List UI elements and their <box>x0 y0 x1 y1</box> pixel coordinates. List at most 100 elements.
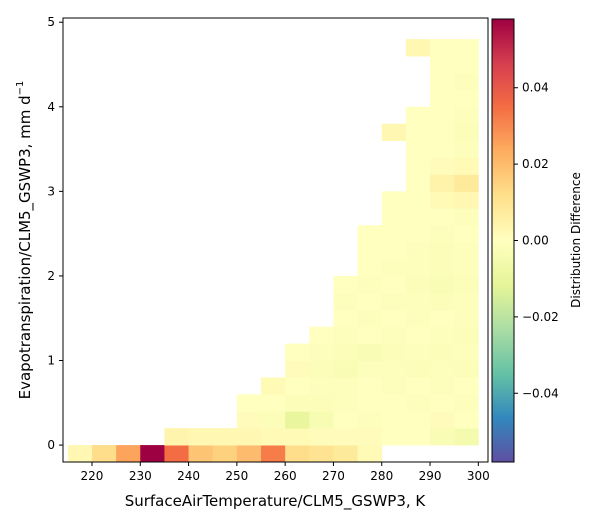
heatmap-cell <box>381 326 407 344</box>
heatmap-cell <box>309 343 334 361</box>
heatmap-cell <box>333 445 358 463</box>
heatmap-cell <box>188 428 214 446</box>
heatmap-cell <box>381 242 407 260</box>
heatmap-cell <box>430 326 455 344</box>
heatmap-cell <box>357 343 383 361</box>
y-tick-label: 1 <box>47 354 55 368</box>
heatmap-cell <box>309 394 334 412</box>
heatmap-cell <box>454 411 479 429</box>
heatmap-cell <box>430 140 455 158</box>
x-axis-label: SurfaceAirTemperature/CLM5_GSWP3, K <box>125 492 427 511</box>
heatmap-cell <box>430 39 455 57</box>
x-tick-label: 290 <box>419 469 442 483</box>
heatmap-cell <box>454 89 479 108</box>
heatmap-cell <box>381 360 407 378</box>
colorbar-tick-label: 0.00 <box>522 234 549 248</box>
y-tick-label: 4 <box>47 100 55 114</box>
heatmap-cell <box>91 445 117 463</box>
heatmap-cell <box>381 343 407 361</box>
heatmap-cell <box>236 411 262 429</box>
y-tick-label: 2 <box>47 269 55 283</box>
heatmap-cell <box>430 377 455 395</box>
heatmap-cell <box>454 191 479 209</box>
heatmap-cell <box>309 326 334 344</box>
x-tick-label: 270 <box>322 469 345 483</box>
heatmap-cell <box>405 191 431 209</box>
heatmap-cell <box>405 377 431 395</box>
heatmap-cell <box>285 377 310 395</box>
heatmap-cell <box>309 411 334 429</box>
heatmap-cell <box>333 275 358 294</box>
heatmap-cell <box>261 394 286 412</box>
heatmap-cell <box>405 157 431 175</box>
heatmap-cell <box>454 39 479 57</box>
heatmap-cell <box>454 259 479 277</box>
heatmap-cell <box>381 191 407 209</box>
heatmap-cell <box>333 343 358 361</box>
heatmap-cell <box>261 377 286 395</box>
heatmap-cell <box>430 242 455 260</box>
heatmap-cell <box>430 343 455 361</box>
heatmap-cell <box>454 326 479 344</box>
heatmap-cell <box>454 174 479 192</box>
heatmap-cell <box>357 292 383 311</box>
heatmap-cell <box>333 377 358 395</box>
x-tick-label: 300 <box>467 469 490 483</box>
heatmap-cell <box>333 411 358 429</box>
heatmap-cell <box>381 208 407 226</box>
heatmap-cell <box>357 411 383 429</box>
heatmap-cell <box>236 445 262 463</box>
heatmap-cell <box>381 259 407 277</box>
heatmap-cell <box>405 309 431 328</box>
heatmap-cell <box>333 309 358 328</box>
heatmap-cell <box>285 360 310 378</box>
heatmap-cell <box>236 428 262 446</box>
heatmap-cell <box>381 292 407 311</box>
heatmap-cell <box>454 106 479 125</box>
heatmap-cell <box>285 428 310 446</box>
heatmap-cell <box>430 157 455 175</box>
heatmap-cell <box>140 445 165 463</box>
colorbar-ticks: −0.04 −0.02 0.00 0.02 0.04 <box>514 81 559 400</box>
heatmap-cell <box>261 445 286 463</box>
x-tick-label: 250 <box>225 469 248 483</box>
heatmap-cell <box>430 411 455 429</box>
heatmap-cell <box>430 394 455 412</box>
heatmap-cell <box>454 56 479 74</box>
heatmap-cell <box>454 275 479 294</box>
heatmap-cell <box>357 428 383 446</box>
heatmap-cell <box>405 39 431 57</box>
colorbar-tick-label: 0.02 <box>522 157 549 171</box>
heatmap-cell <box>309 428 334 446</box>
heatmap-cell <box>454 360 479 378</box>
heatmap-cell <box>454 343 479 361</box>
heatmap-cell <box>430 428 455 446</box>
heatmap-cell <box>430 174 455 192</box>
plot-area-frame <box>62 17 489 463</box>
heatmap-cell <box>236 394 262 412</box>
heatmap-cell <box>430 106 455 125</box>
heatmap-cell <box>357 360 383 378</box>
heatmap-cell <box>454 208 479 226</box>
heatmap-cell <box>357 259 383 277</box>
heatmap-cell <box>405 360 431 378</box>
y-axis-ticks: 0 1 2 3 4 5 <box>47 15 63 452</box>
heatmap-cell <box>430 72 455 91</box>
y-axis-label-main: Evapotranspiration/CLM5_GSWP3, mm d <box>16 95 35 399</box>
y-axis-label: Evapotranspiration/CLM5_GSWP3, mm d−1 <box>15 81 35 400</box>
heatmap-cell <box>285 411 310 429</box>
heatmap-cell <box>309 377 334 395</box>
heatmap-cell <box>405 174 431 192</box>
heatmap-cell <box>430 259 455 277</box>
heatmap-cells <box>67 39 479 463</box>
heatmap-cell <box>405 326 431 344</box>
heatmap-cell <box>454 292 479 311</box>
heatmap-cell <box>405 123 431 142</box>
heatmap-cell <box>405 225 431 243</box>
heatmap-cell <box>261 411 286 429</box>
heatmap-cell <box>405 428 431 446</box>
heatmap-cell <box>188 445 214 463</box>
heatmap-cell <box>333 292 358 311</box>
heatmap-cell <box>430 56 455 74</box>
